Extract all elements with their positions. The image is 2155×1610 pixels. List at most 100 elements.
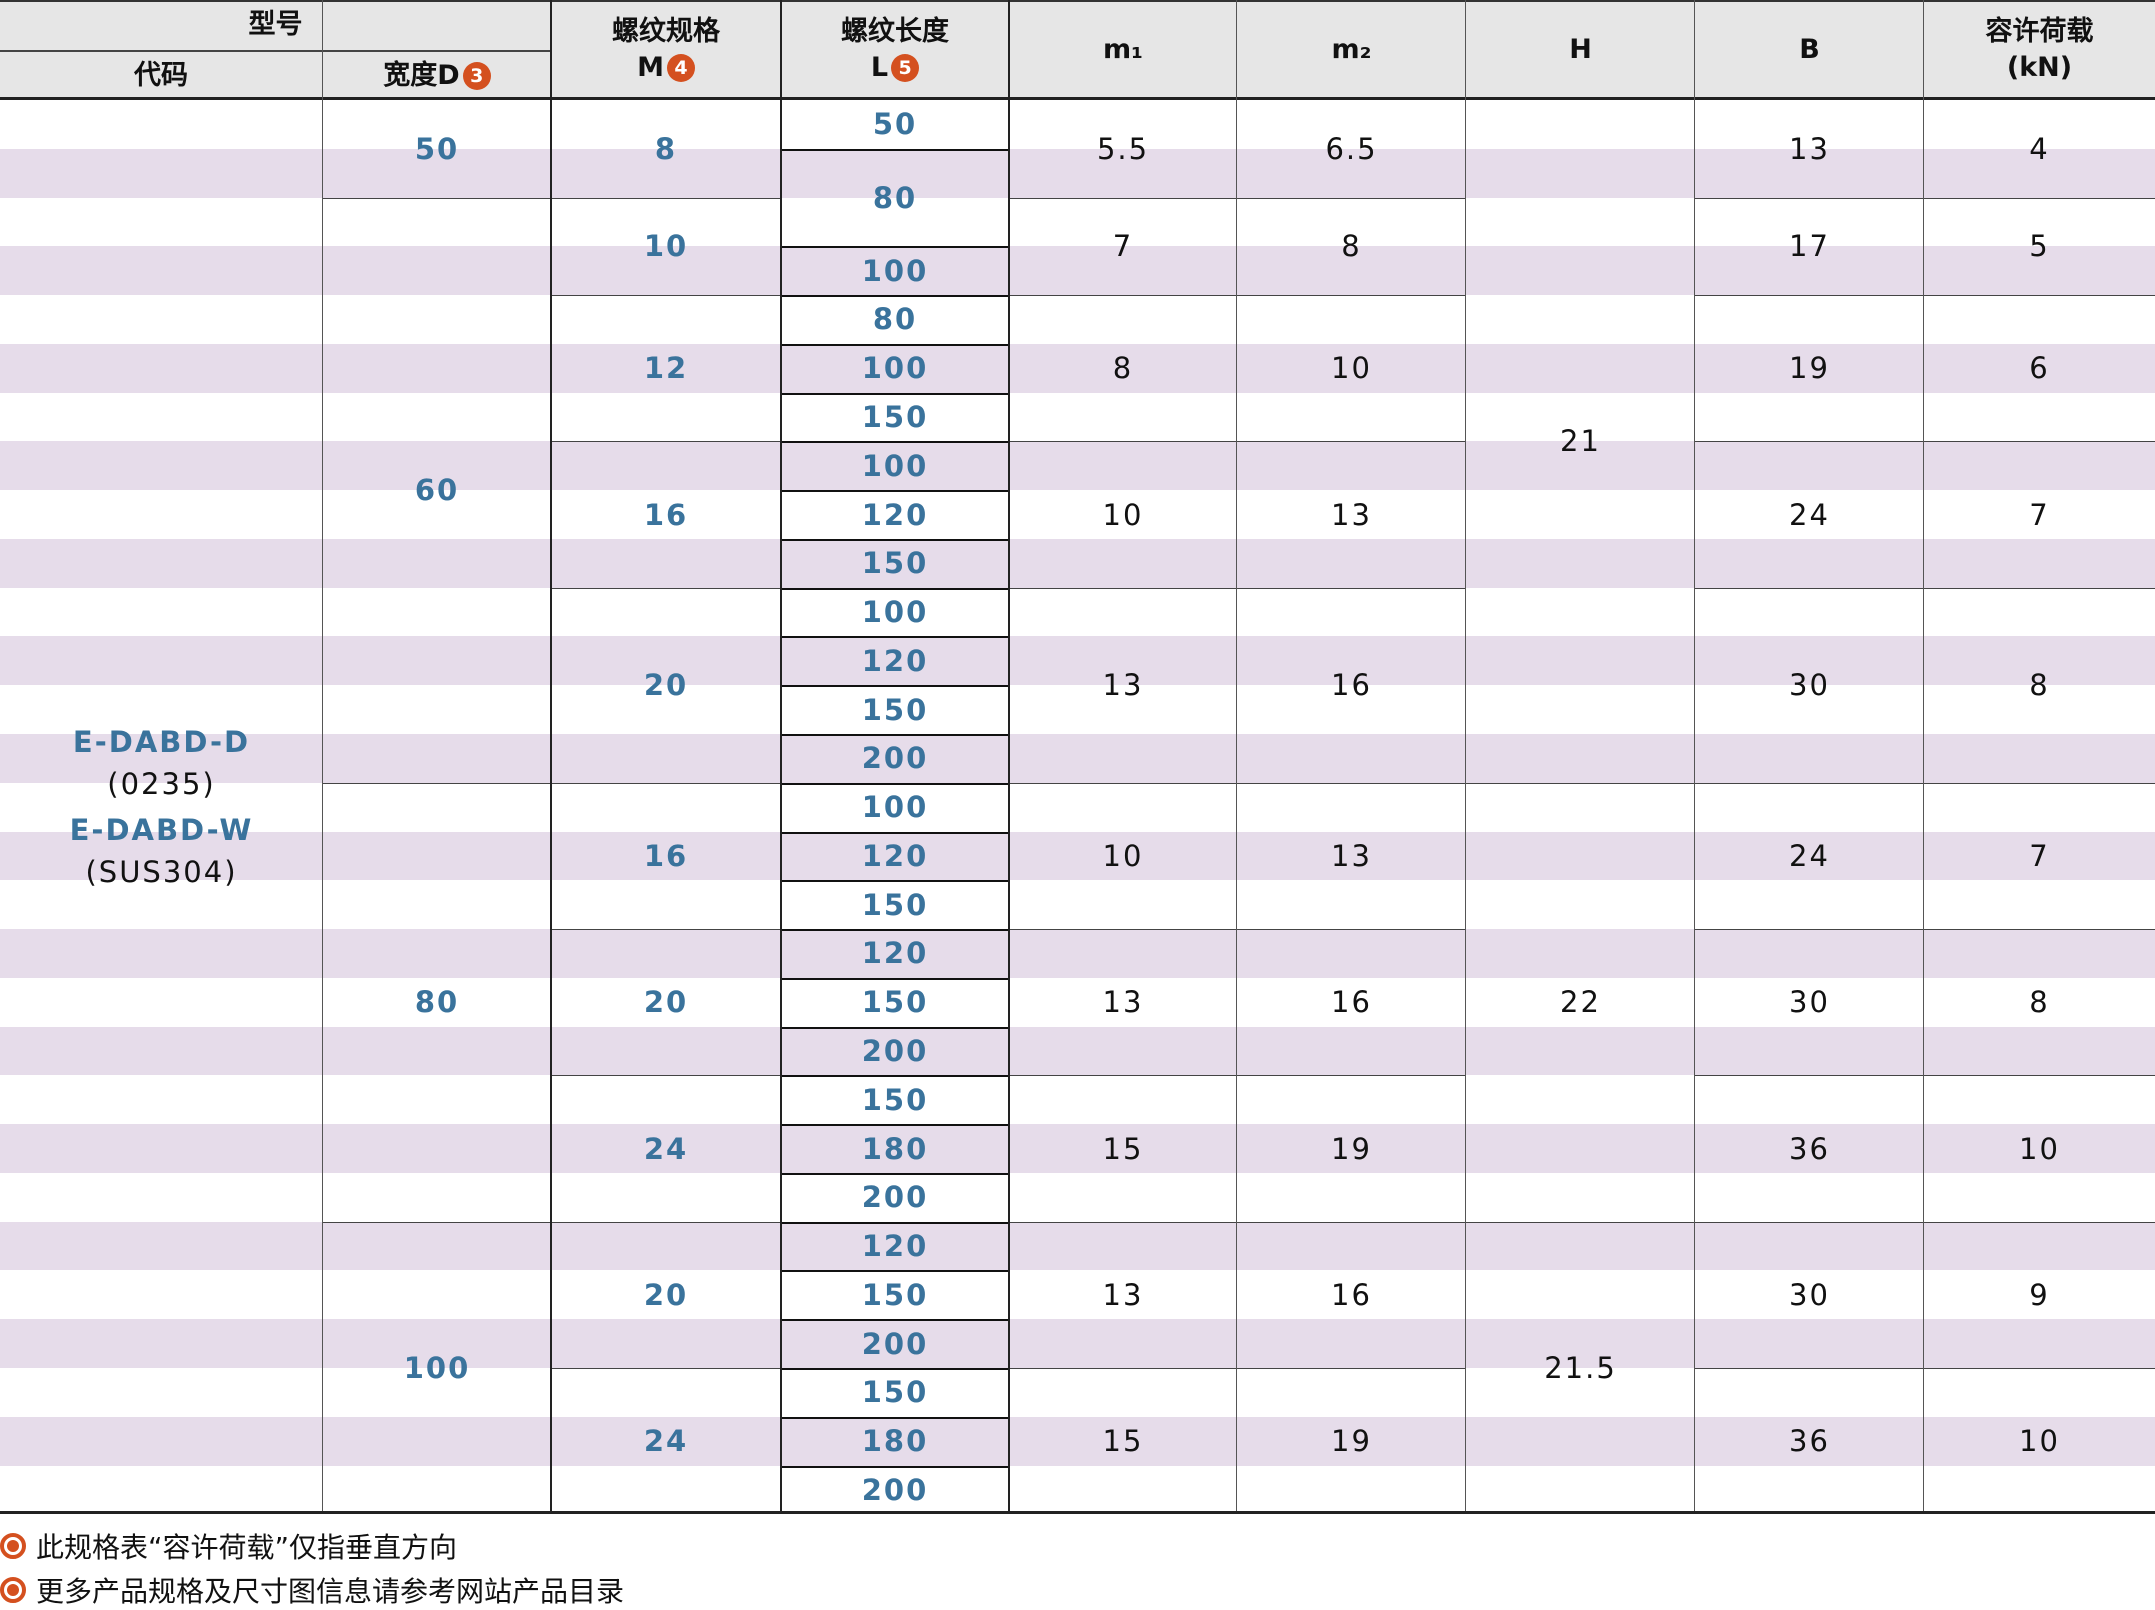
row-divider (551, 1368, 781, 1370)
badge-4: 4 (666, 54, 695, 82)
row-divider (781, 295, 1009, 298)
cell-load: 9 (2029, 1277, 2050, 1312)
cell-b: 36 (1789, 1424, 1830, 1459)
cell-m1: 15 (1102, 1131, 1144, 1166)
material-d: (0235) (107, 767, 216, 801)
header-code: 代码 (0, 52, 323, 99)
row-divider (1009, 197, 1237, 199)
code-d: E-DABD-D (72, 725, 251, 759)
cell-m2: 8 (1341, 229, 1362, 264)
badge-3: 3 (462, 62, 491, 90)
row-divider (1695, 295, 1924, 297)
row-divider (1924, 587, 2155, 589)
cell-l: 150 (861, 1277, 929, 1312)
row-divider (1237, 1221, 1466, 1223)
row-stripe (0, 441, 2155, 491)
cell-l: 100 (861, 253, 929, 288)
row-divider (323, 1221, 551, 1223)
row-divider (1924, 1221, 2155, 1223)
row-divider (551, 782, 781, 784)
cell-m1: 13 (1102, 668, 1144, 703)
cell-l: 150 (861, 692, 929, 727)
cell-load: 8 (2029, 668, 2050, 703)
cell-m1: 13 (1102, 985, 1144, 1020)
row-stripe (0, 636, 2155, 686)
cell-b: 30 (1789, 668, 1830, 703)
cell-m1: 10 (1102, 497, 1144, 532)
header-m2: m₂ (1237, 0, 1466, 99)
row-divider (1924, 1075, 2155, 1077)
note-1: 此规格表“容许荷载”仅指垂直方向 (0, 1526, 457, 1566)
cell-l: 120 (861, 497, 929, 532)
header-thread-spec-label: 螺纹规格 (612, 15, 720, 47)
row-divider (1695, 782, 1924, 784)
row-divider (781, 1221, 1009, 1224)
column-divider (1694, 0, 1695, 1514)
cell-m2: 13 (1331, 838, 1372, 873)
row-divider (323, 197, 551, 199)
column-divider (1465, 0, 1466, 1514)
row-divider (1009, 1221, 1237, 1223)
row-divider (781, 441, 1009, 444)
row-divider (1009, 441, 1237, 443)
cell-l: 150 (861, 1082, 929, 1117)
row-stripe (0, 100, 2155, 149)
row-stripe (0, 1075, 2155, 1125)
row-divider (1695, 441, 1924, 443)
row-divider (1009, 1075, 1237, 1077)
cell-h: 22 (1560, 985, 1601, 1020)
row-stripe (0, 246, 2155, 296)
header-code-label: 代码 (134, 59, 188, 91)
cell-l: 150 (861, 399, 929, 434)
bullet-icon (0, 1533, 26, 1559)
header-load-label: 容许荷载 (1985, 15, 2094, 47)
row-divider (781, 392, 1009, 395)
cell-l: 120 (861, 838, 929, 873)
cell-load: 4 (2029, 131, 2050, 166)
row-divider (551, 1075, 781, 1077)
row-stripe (0, 1124, 2155, 1173)
cell-l: 80 (872, 180, 918, 215)
cell-m: 24 (643, 1424, 689, 1459)
cell-b: 30 (1789, 985, 1830, 1020)
cell-l: 100 (861, 595, 929, 630)
badge-5: 5 (891, 54, 920, 82)
header-model-label: 型号 (248, 9, 303, 40)
cell-d: 80 (414, 985, 460, 1020)
cell-l: 150 (861, 887, 929, 922)
cell-m2: 16 (1331, 985, 1372, 1020)
row-stripe (0, 831, 2155, 881)
row-divider (781, 1319, 1009, 1322)
table-bottom-rule (0, 1511, 2155, 1514)
row-divider (781, 148, 1009, 151)
header-b: B (1695, 0, 1924, 99)
cell-load: 8 (2029, 985, 2050, 1020)
row-divider (1924, 1368, 2155, 1370)
row-divider (1924, 197, 2155, 199)
row-divider (1009, 1368, 1237, 1370)
cell-m: 16 (643, 838, 689, 873)
row-divider (781, 1172, 1009, 1175)
header-thread-spec-sub: M (637, 51, 664, 83)
cell-l: 200 (861, 1034, 929, 1068)
row-divider (551, 197, 781, 199)
row-divider (551, 295, 781, 297)
cell-b: 17 (1789, 229, 1830, 264)
cell-m1: 5.5 (1096, 131, 1150, 166)
cell-m1: 13 (1102, 1277, 1144, 1312)
cell-m: 24 (643, 1131, 689, 1166)
row-divider (1237, 929, 1466, 931)
header-bottom-rule (0, 97, 2155, 100)
note-1-text: 此规格表“容许荷载”仅指垂直方向 (36, 1531, 458, 1564)
cell-l: 200 (861, 1472, 929, 1507)
cell-l: 200 (861, 1326, 929, 1361)
cell-m1: 10 (1102, 838, 1144, 873)
column-divider (322, 0, 323, 1514)
cell-m2: 19 (1331, 1131, 1372, 1166)
row-divider (1924, 929, 2155, 931)
cell-load: 7 (2029, 838, 2050, 873)
cell-b: 36 (1789, 1131, 1830, 1166)
cell-load: 10 (2019, 1424, 2060, 1459)
cell-l: 120 (861, 936, 929, 971)
row-divider (1924, 441, 2155, 443)
